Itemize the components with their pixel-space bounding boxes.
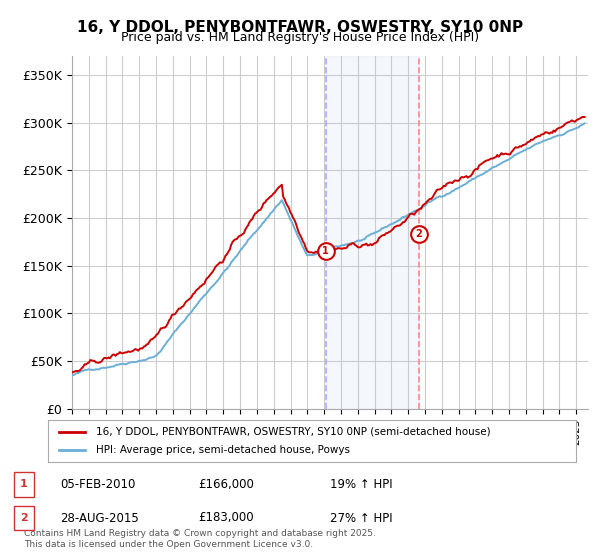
- Text: 2: 2: [416, 229, 422, 239]
- Text: 2: 2: [20, 513, 28, 523]
- Text: 16, Y DDOL, PENYBONTFAWR, OSWESTRY, SY10 0NP (semi-detached house): 16, Y DDOL, PENYBONTFAWR, OSWESTRY, SY10…: [95, 427, 490, 437]
- Text: Contains HM Land Registry data © Crown copyright and database right 2025.
This d: Contains HM Land Registry data © Crown c…: [24, 529, 376, 549]
- Text: 05-FEB-2010: 05-FEB-2010: [60, 478, 136, 491]
- Text: £183,000: £183,000: [198, 511, 254, 525]
- Text: 27% ↑ HPI: 27% ↑ HPI: [330, 511, 392, 525]
- Text: 28-AUG-2015: 28-AUG-2015: [60, 511, 139, 525]
- Text: 16, Y DDOL, PENYBONTFAWR, OSWESTRY, SY10 0NP: 16, Y DDOL, PENYBONTFAWR, OSWESTRY, SY10…: [77, 20, 523, 35]
- Text: 19% ↑ HPI: 19% ↑ HPI: [330, 478, 392, 491]
- Bar: [326, 56, 419, 409]
- Text: HPI: Average price, semi-detached house, Powys: HPI: Average price, semi-detached house,…: [95, 445, 350, 455]
- Text: 1: 1: [322, 245, 329, 255]
- Text: £166,000: £166,000: [198, 478, 254, 491]
- Text: Price paid vs. HM Land Registry's House Price Index (HPI): Price paid vs. HM Land Registry's House …: [121, 31, 479, 44]
- Text: 1: 1: [20, 479, 28, 489]
